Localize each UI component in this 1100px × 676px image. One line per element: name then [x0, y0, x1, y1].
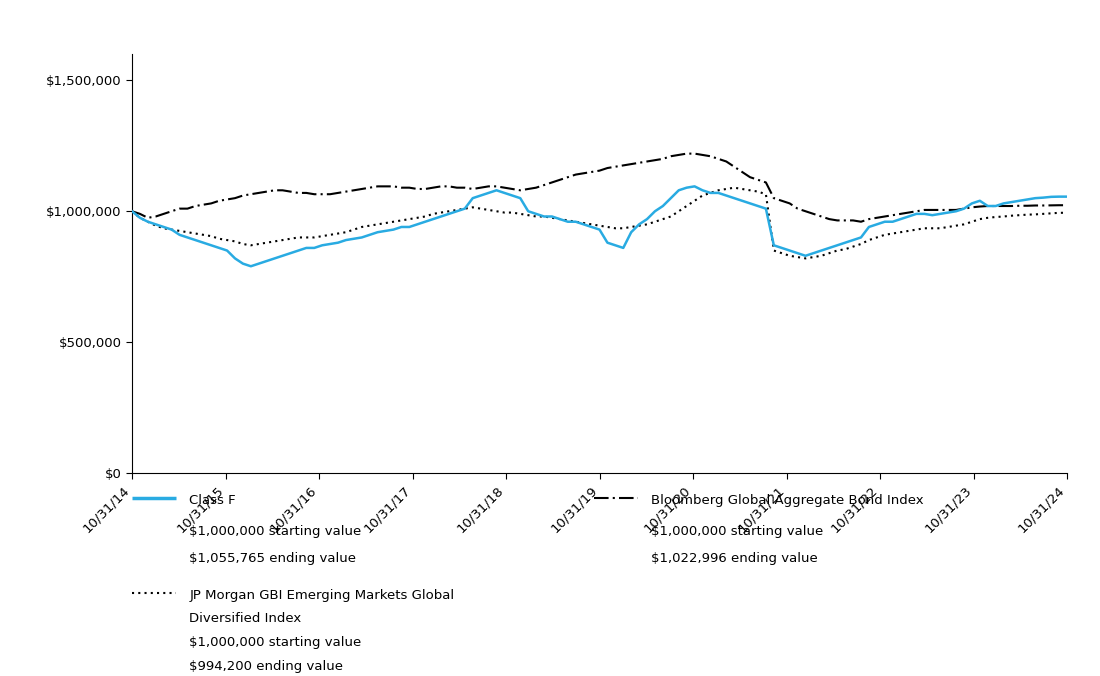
Text: JP Morgan GBI Emerging Markets Global: JP Morgan GBI Emerging Markets Global	[189, 589, 454, 602]
Text: Diversified Index: Diversified Index	[189, 612, 301, 625]
Text: $1,055,765 ending value: $1,055,765 ending value	[189, 552, 356, 564]
Text: Bloomberg Global Aggregate Bond Index: Bloomberg Global Aggregate Bond Index	[651, 494, 924, 507]
Text: $1,000,000 starting value: $1,000,000 starting value	[651, 525, 824, 537]
Text: $1,022,996 ending value: $1,022,996 ending value	[651, 552, 818, 564]
Text: $994,200 ending value: $994,200 ending value	[189, 660, 343, 673]
Text: Class F: Class F	[189, 494, 235, 507]
Text: $1,000,000 starting value: $1,000,000 starting value	[189, 525, 362, 537]
Text: $1,000,000 starting value: $1,000,000 starting value	[189, 636, 362, 649]
